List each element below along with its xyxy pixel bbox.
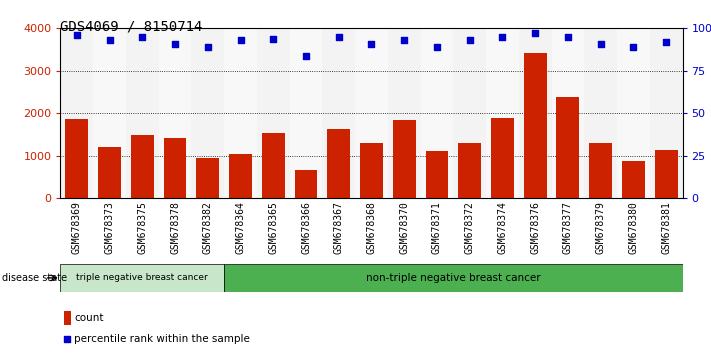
Text: disease state: disease state xyxy=(2,273,68,283)
Text: GSM678364: GSM678364 xyxy=(235,201,245,254)
Bar xyxy=(491,118,514,198)
Text: GSM678381: GSM678381 xyxy=(661,201,671,254)
Bar xyxy=(294,170,318,198)
Bar xyxy=(159,28,191,198)
Text: GSM678365: GSM678365 xyxy=(268,201,278,254)
Text: triple negative breast cancer: triple negative breast cancer xyxy=(76,273,208,282)
Point xyxy=(365,41,377,46)
Point xyxy=(104,38,115,43)
Bar xyxy=(224,28,257,198)
Text: non-triple negative breast cancer: non-triple negative breast cancer xyxy=(366,273,540,283)
Bar xyxy=(392,120,416,198)
Text: GSM678367: GSM678367 xyxy=(333,201,343,254)
Bar xyxy=(191,28,224,198)
Bar xyxy=(355,28,388,198)
Point xyxy=(432,44,443,50)
Bar xyxy=(93,28,126,198)
Bar xyxy=(589,143,612,198)
Point xyxy=(497,34,508,40)
Bar xyxy=(63,312,71,325)
Bar xyxy=(229,154,252,198)
Text: GSM678366: GSM678366 xyxy=(301,201,311,254)
Point xyxy=(235,38,246,43)
Point xyxy=(62,336,73,342)
Point xyxy=(399,38,410,43)
Bar xyxy=(617,28,650,198)
Text: GSM678368: GSM678368 xyxy=(366,201,377,254)
Text: GSM678380: GSM678380 xyxy=(629,201,638,254)
Text: GSM678374: GSM678374 xyxy=(498,201,508,254)
Point xyxy=(300,53,311,58)
Bar xyxy=(196,158,219,198)
Text: GSM678378: GSM678378 xyxy=(170,201,180,254)
Text: GSM678372: GSM678372 xyxy=(465,201,475,254)
Bar xyxy=(655,150,678,198)
Text: GSM678377: GSM678377 xyxy=(563,201,573,254)
Point xyxy=(661,39,672,45)
Bar xyxy=(131,135,154,198)
Bar xyxy=(622,161,645,198)
Bar xyxy=(65,119,88,198)
Bar xyxy=(322,28,355,198)
Text: GSM678369: GSM678369 xyxy=(72,201,82,254)
Text: GSM678379: GSM678379 xyxy=(596,201,606,254)
Bar xyxy=(98,147,121,198)
Bar xyxy=(421,28,454,198)
Bar xyxy=(257,28,289,198)
Text: count: count xyxy=(74,313,104,323)
Point xyxy=(530,30,541,36)
Text: GSM678376: GSM678376 xyxy=(530,201,540,254)
Text: GSM678371: GSM678371 xyxy=(432,201,442,254)
Bar xyxy=(650,28,683,198)
Point xyxy=(137,34,148,40)
Bar xyxy=(360,143,383,198)
Bar xyxy=(486,28,519,198)
Point xyxy=(71,32,82,38)
Bar xyxy=(60,28,93,198)
Bar xyxy=(262,133,284,198)
Text: GDS4069 / 8150714: GDS4069 / 8150714 xyxy=(60,19,203,34)
Bar xyxy=(388,28,421,198)
Point xyxy=(628,44,639,50)
Bar xyxy=(289,28,322,198)
Point xyxy=(333,34,344,40)
Text: GSM678373: GSM678373 xyxy=(105,201,114,254)
Point xyxy=(562,34,574,40)
Text: percentile rank within the sample: percentile rank within the sample xyxy=(74,334,250,344)
Text: GSM678375: GSM678375 xyxy=(137,201,147,254)
Bar xyxy=(425,151,449,198)
Text: GSM678370: GSM678370 xyxy=(400,201,410,254)
Bar xyxy=(552,28,584,198)
Point xyxy=(595,41,606,46)
Point xyxy=(202,44,213,50)
Bar xyxy=(454,28,486,198)
Bar xyxy=(519,28,552,198)
Bar xyxy=(459,143,481,198)
Point xyxy=(464,38,476,43)
Bar xyxy=(224,264,683,292)
Bar xyxy=(126,28,159,198)
Bar xyxy=(327,130,351,198)
Bar xyxy=(557,97,579,198)
Point xyxy=(267,36,279,41)
Bar xyxy=(60,264,224,292)
Bar xyxy=(524,52,547,198)
Text: GSM678382: GSM678382 xyxy=(203,201,213,254)
Bar xyxy=(584,28,617,198)
Bar xyxy=(164,138,186,198)
Point xyxy=(169,41,181,46)
